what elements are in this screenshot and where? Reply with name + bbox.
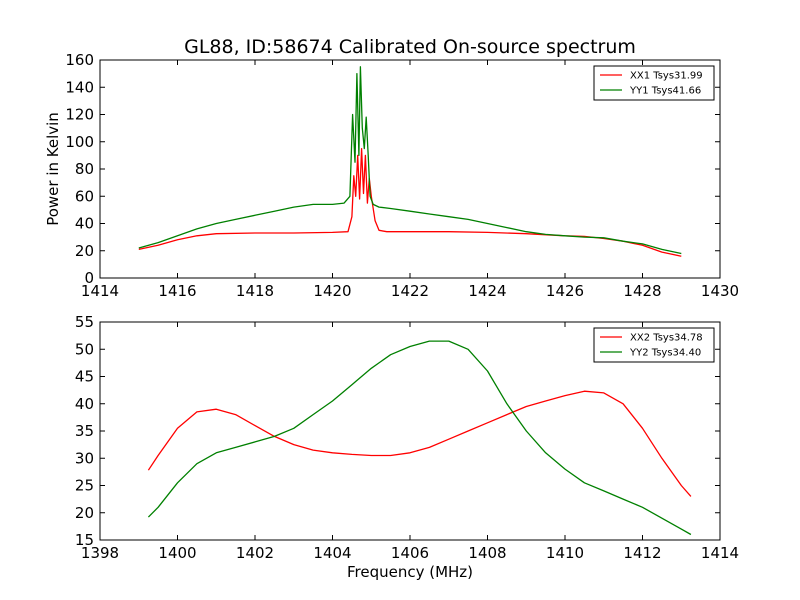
bottom-x-tick-label: 1404 — [313, 544, 351, 562]
top-x-tick-label: 1418 — [236, 282, 274, 300]
bottom-x-tick-label: 1412 — [623, 544, 661, 562]
top-series-line-yy — [138, 66, 682, 255]
top-y-tick-label: 40 — [75, 215, 94, 233]
top-y-tick-label: 100 — [65, 133, 94, 151]
bottom-y-tick-label: 20 — [75, 504, 94, 522]
bottom-y-tick-label: 50 — [75, 340, 94, 358]
bottom-axis-ticks: 1398 1400 1402 1404 1406 1408 1410 1412 1414 15 20… — [75, 313, 739, 562]
bottom-legend-box — [593, 327, 715, 363]
bottom-legend: XX2 Tsys34.78 YY2 Tsys34.40 — [593, 327, 715, 363]
top-x-tick-label: 1416 — [158, 282, 196, 300]
top-x-tick-label: 1414 — [81, 282, 119, 300]
top-x-tick-label: 1430 — [701, 282, 739, 300]
top-x-tick-label: 1426 — [546, 282, 584, 300]
top-plot-frame — [99, 59, 721, 279]
top-series-lines — [138, 66, 682, 257]
bottom-y-tick-label: 15 — [75, 531, 94, 549]
chart-title: GL88, ID:58674 Calibrated On-source spec… — [184, 36, 636, 58]
y-axis-label: Power in Kelvin — [44, 112, 62, 226]
legend-label-xx2: XX2 Tsys34.78 — [630, 333, 703, 344]
legend-label-yy2: YY2 Tsys34.40 — [629, 348, 701, 359]
bottom-y-tick-label: 45 — [75, 368, 94, 386]
bottom-x-tick-label: 1402 — [236, 544, 274, 562]
top-x-tick-label: 1424 — [468, 282, 506, 300]
top-y-tick-label: 20 — [75, 242, 94, 260]
top-y-tick-label: 140 — [65, 78, 94, 96]
bottom-x-tick-label: 1400 — [158, 544, 196, 562]
top-y-tick-label: 160 — [65, 51, 94, 69]
bottom-y-tick-label: 30 — [75, 449, 94, 467]
top-legend: XX1 Tsys31.99 YY1 Tsys41.66 — [593, 65, 715, 101]
top-y-tick-label: 80 — [75, 160, 94, 178]
bottom-y-tick-label: 40 — [75, 395, 94, 413]
bottom-series-lines — [147, 340, 692, 536]
bottom-x-tick-label: 1398 — [81, 544, 119, 562]
top-y-tick-label: 0 — [84, 269, 94, 287]
bottom-spectrum-panel: Frequency (MHz) 1398 1400 1402 1404 1406 1408… — [75, 313, 739, 581]
top-axis-ticks: 1414 1416 1418 1420 1422 1424 1426 1428 1430 0 20 4… — [65, 51, 739, 300]
bottom-y-tick-label: 35 — [75, 422, 94, 440]
bottom-x-tick-label: 1414 — [701, 544, 739, 562]
bottom-series-line-yy — [147, 340, 692, 536]
top-x-tick-label: 1420 — [313, 282, 351, 300]
bottom-y-tick-label: 25 — [75, 477, 94, 495]
top-y-tick-label: 60 — [75, 187, 94, 205]
bottom-x-tick-label: 1408 — [468, 544, 506, 562]
legend-label-xx1: XX1 Tsys31.99 — [630, 71, 703, 82]
x-axis-label: Frequency (MHz) — [347, 563, 473, 581]
top-x-tick-label: 1428 — [623, 282, 661, 300]
bottom-x-tick-label: 1410 — [546, 544, 584, 562]
bottom-x-tick-label: 1406 — [391, 544, 429, 562]
top-legend-box — [593, 65, 715, 101]
bottom-series-line-xx — [147, 390, 692, 497]
top-x-tick-label: 1422 — [391, 282, 429, 300]
top-y-tick-label: 120 — [65, 106, 94, 124]
bottom-y-tick-label: 55 — [75, 313, 94, 331]
bottom-plot-frame — [99, 321, 721, 541]
legend-label-yy1: YY1 Tsys41.66 — [629, 86, 701, 97]
top-spectrum-panel: GL88, ID:58674 Calibrated On-source spec… — [44, 36, 739, 300]
